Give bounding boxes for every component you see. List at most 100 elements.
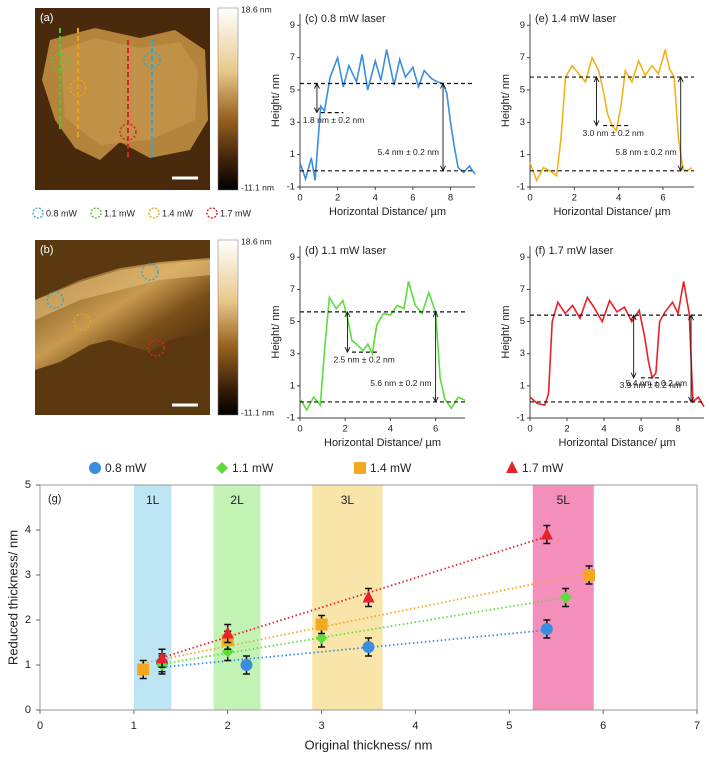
- legend-label: 1.1 mW: [104, 208, 136, 218]
- y-tick-label: 3: [25, 569, 31, 581]
- y-tick-label: 3: [290, 117, 295, 128]
- arrow-head: [432, 310, 439, 403]
- x-tick-label: 5: [506, 720, 512, 732]
- chart-title: (c) 0.8 mW laser: [305, 13, 386, 25]
- layer-band: [133, 485, 172, 710]
- y-tick-label: -1: [287, 413, 295, 424]
- x-axis-label: Horizontal Distance/ µm: [559, 437, 676, 449]
- legend-circle: [32, 207, 44, 219]
- band-label: 5L: [557, 493, 571, 507]
- x-tick-label: 0: [527, 193, 532, 204]
- legend-label: 1.4 mW: [370, 461, 412, 475]
- x-tick-label: 4: [601, 424, 606, 435]
- y-tick-label: 9: [290, 252, 295, 263]
- x-tick-label: 2: [225, 720, 231, 732]
- chart-title: (f) 1.7 mW laser: [535, 245, 614, 257]
- point: [362, 641, 375, 653]
- y-tick-label: 9: [290, 20, 295, 31]
- layer-band: [312, 485, 383, 710]
- y-tick-label: 2: [25, 614, 31, 626]
- chart-title: (d) 1.1 mW laser: [305, 245, 387, 257]
- x-tick-label: 0: [527, 424, 532, 435]
- arrow-head: [677, 76, 684, 172]
- panel-label: (a): [40, 12, 53, 24]
- arrow-head: [440, 82, 446, 172]
- legend-marker: [89, 462, 101, 474]
- y-tick-label: 7: [520, 52, 525, 63]
- x-tick-label: 4: [373, 193, 378, 204]
- x-tick-label: 3: [319, 720, 325, 732]
- annotation: 3.0 nm ± 0.2 nm: [582, 128, 643, 138]
- y-tick-label: 5: [25, 479, 31, 491]
- y-tick-label: -1: [287, 182, 295, 193]
- profile-line: [529, 281, 705, 408]
- x-tick-label: 0: [297, 424, 302, 435]
- x-axis-label: Horizontal Distance/ µm: [324, 437, 441, 449]
- annotation: 1.8 nm ± 0.2 nm: [303, 115, 364, 125]
- legend-label: 0.8 mW: [46, 208, 78, 218]
- legend-marker: [506, 461, 518, 473]
- annotation: 2.5 nm ± 0.2 nm: [333, 354, 394, 364]
- y-tick-label: 1: [520, 149, 525, 160]
- arrow-head: [314, 82, 320, 114]
- annotation: 3.9 nm ± 0.2 nm: [620, 380, 681, 390]
- arrow-head: [344, 310, 351, 354]
- annotation: 5.6 nm ± 0.2 nm: [370, 378, 431, 388]
- x-tick-label: 6: [433, 424, 438, 435]
- point: [559, 591, 572, 604]
- y-axis-label: Height/ nm: [270, 74, 282, 127]
- x-tick-label: 6: [600, 720, 606, 732]
- point: [315, 618, 328, 631]
- x-axis-label: Horizontal Distance/ µm: [329, 206, 446, 218]
- x-tick-label: 0: [37, 720, 43, 732]
- x-tick-label: 2: [564, 424, 569, 435]
- legend-circle: [206, 207, 218, 219]
- x-tick-label: 8: [675, 424, 680, 435]
- panel-label: (g): [48, 493, 61, 505]
- x-tick-label: 2: [572, 193, 577, 204]
- y-tick-label: 1: [290, 149, 295, 160]
- legend-label: 1.7 mW: [220, 208, 252, 218]
- colorbar-min: -11.1 nm: [241, 182, 274, 192]
- profile-line: [299, 49, 476, 182]
- legend-label: 1.7 mW: [522, 461, 564, 475]
- annotation: 5.4 nm ± 0.2 nm: [626, 378, 687, 388]
- x-tick-label: 6: [410, 193, 415, 204]
- y-tick-label: 7: [520, 284, 525, 295]
- profile-line: [299, 281, 466, 412]
- legend-circle: [148, 207, 160, 219]
- panel-label: (b): [40, 244, 53, 256]
- x-tick-label: 4: [616, 193, 621, 204]
- point: [156, 651, 169, 664]
- band-label: 1L: [146, 493, 160, 507]
- annotation: 5.4 nm ± 0.2 nm: [378, 147, 439, 157]
- y-tick-label: 5: [520, 85, 525, 96]
- arrow-head: [630, 314, 637, 379]
- y-tick-label: 3: [290, 348, 295, 359]
- y-tick-label: 9: [520, 20, 525, 31]
- x-tick-label: 2: [335, 193, 340, 204]
- layer-band: [213, 485, 261, 710]
- y-tick-label: -1: [517, 413, 525, 424]
- arrow-head: [688, 314, 694, 403]
- x-tick-label: 6: [638, 424, 643, 435]
- y-tick-label: 5: [290, 316, 295, 327]
- point: [583, 569, 596, 581]
- x-tick-label: 4: [412, 720, 418, 732]
- y-axis-label: Reduced thickness/ nm: [5, 530, 20, 665]
- legend-label: 1.4 mW: [162, 208, 194, 218]
- y-axis-label: Height/ nm: [500, 305, 512, 358]
- point: [540, 623, 553, 635]
- point: [315, 632, 328, 644]
- y-tick-label: 3: [520, 348, 525, 359]
- point: [240, 659, 253, 671]
- band-label: 2L: [230, 493, 244, 507]
- legend-label: 0.8 mW: [105, 461, 147, 475]
- afm-image-a: [35, 7, 239, 191]
- y-tick-label: 5: [290, 85, 295, 96]
- legend-marker: [354, 462, 366, 474]
- y-tick-label: 7: [290, 52, 295, 63]
- y-tick-label: 0: [25, 704, 31, 716]
